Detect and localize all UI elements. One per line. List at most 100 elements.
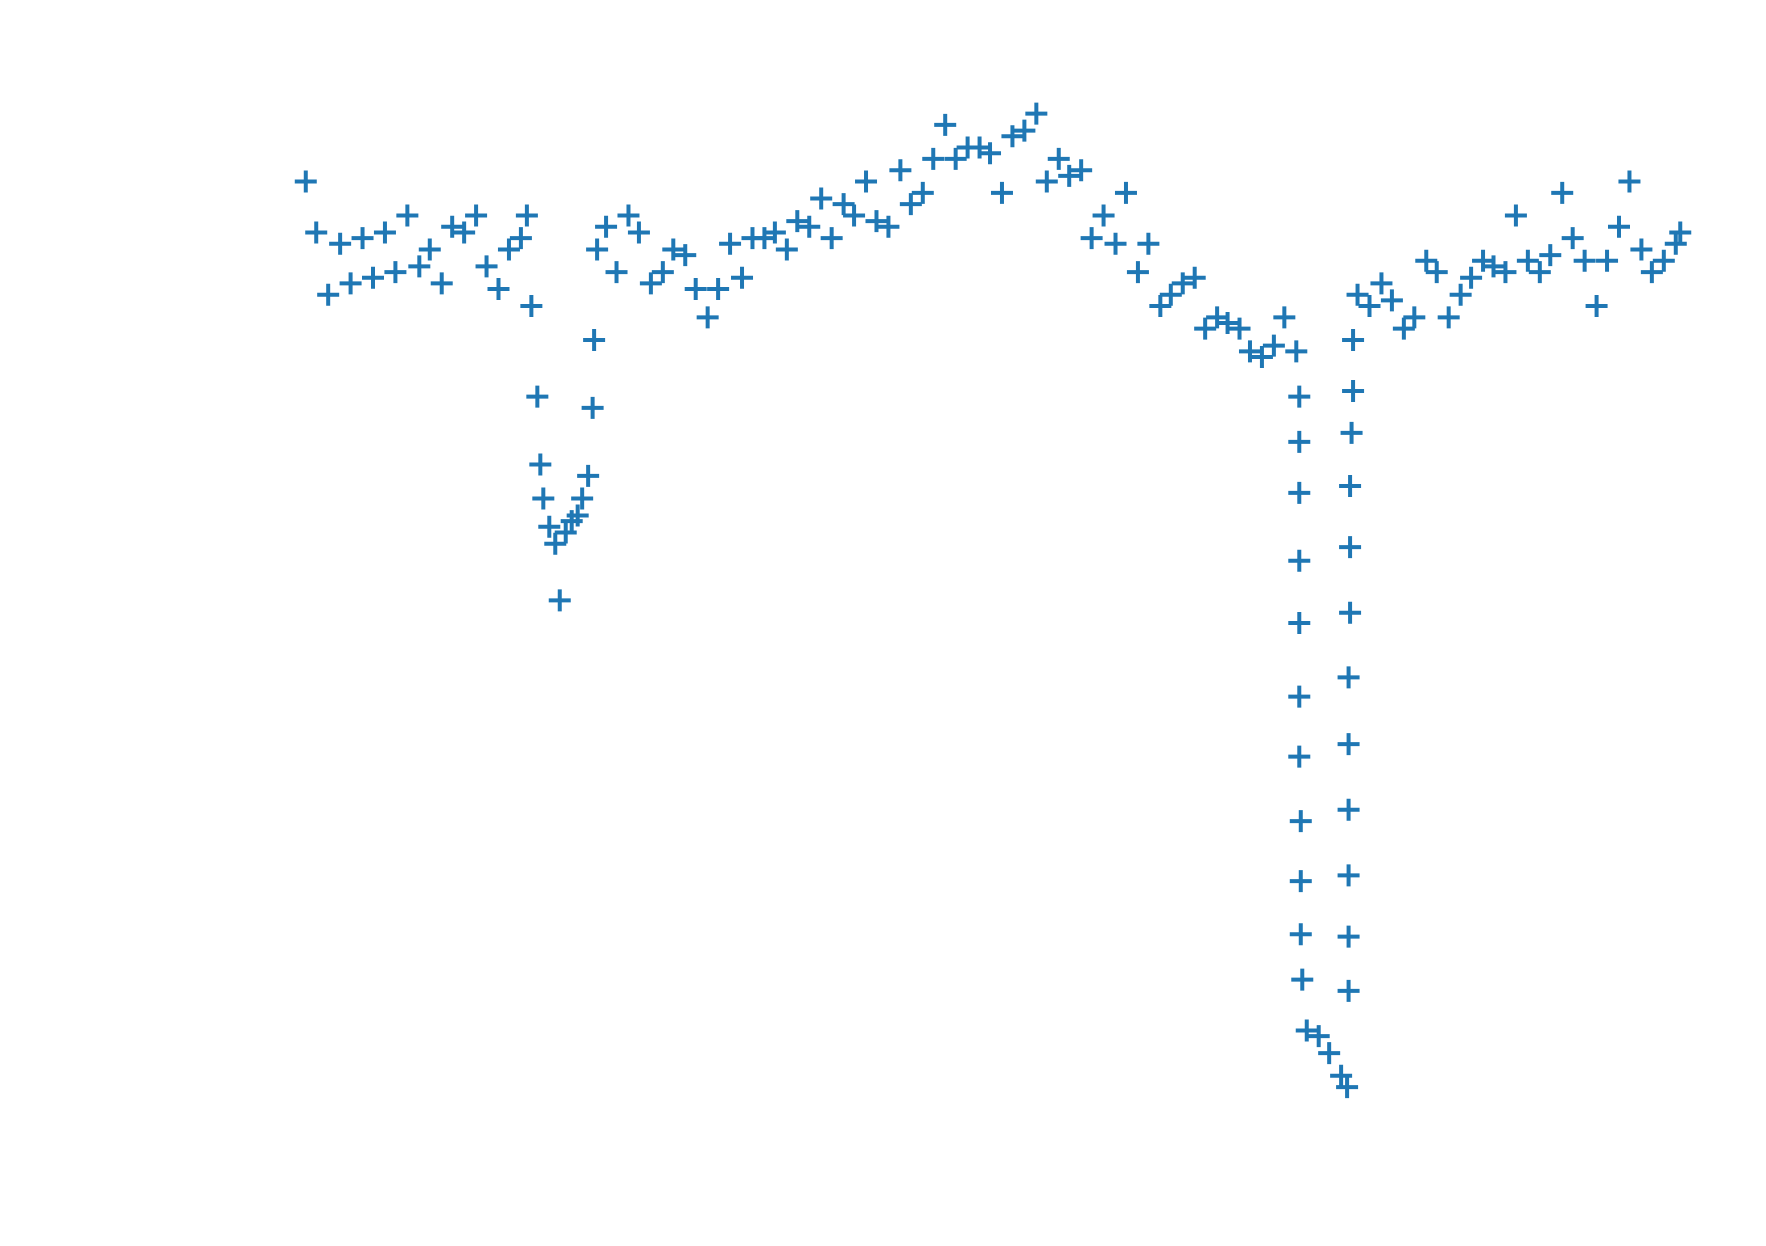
data-point	[1652, 249, 1675, 272]
data-point	[855, 170, 878, 193]
data-point	[968, 136, 991, 159]
data-point	[1337, 666, 1360, 689]
data-point	[497, 238, 520, 261]
data-point	[617, 204, 640, 227]
data-point	[1126, 261, 1149, 284]
data-point	[509, 227, 532, 250]
data-point	[1047, 147, 1070, 170]
data-point	[351, 227, 374, 250]
data-point	[1137, 232, 1160, 255]
data-point	[1358, 295, 1381, 318]
data-point	[1669, 221, 1692, 244]
data-point	[820, 227, 843, 250]
data-point	[1449, 283, 1472, 306]
data-point	[763, 221, 786, 244]
data-point	[1092, 204, 1115, 227]
data-point	[1494, 261, 1517, 284]
data-point	[1238, 340, 1261, 363]
data-point	[1337, 979, 1360, 1002]
data-point	[1288, 549, 1311, 572]
data-point	[707, 278, 730, 301]
data-point	[1035, 170, 1058, 193]
data-point	[1380, 289, 1403, 312]
data-point	[843, 204, 866, 227]
data-point	[317, 283, 340, 306]
data-point	[373, 221, 396, 244]
data-point	[441, 215, 464, 238]
data-point	[329, 232, 352, 255]
data-point	[684, 278, 707, 301]
data-point	[1307, 1025, 1330, 1048]
data-point	[294, 170, 317, 193]
data-point	[889, 159, 912, 182]
data-point	[339, 272, 362, 295]
data-point	[1318, 1042, 1341, 1065]
data-point	[396, 204, 419, 227]
data-point	[583, 329, 606, 351]
data-point	[1342, 329, 1365, 351]
data-point	[1289, 923, 1312, 946]
data-point	[731, 266, 754, 289]
data-point	[453, 221, 476, 244]
data-point	[1596, 249, 1619, 272]
data-point	[1288, 385, 1311, 408]
data-point	[1070, 159, 1093, 182]
data-point	[877, 215, 900, 238]
data-point	[475, 255, 498, 278]
data-point	[1285, 340, 1308, 363]
data-point	[515, 204, 538, 227]
data-point	[934, 113, 957, 136]
data-point	[1337, 733, 1360, 756]
data-point	[979, 142, 1002, 165]
data-point	[1528, 261, 1551, 284]
data-point	[1104, 232, 1127, 255]
data-point	[1630, 238, 1653, 261]
data-point	[786, 210, 809, 233]
data-point	[651, 261, 674, 284]
data-point	[1058, 164, 1081, 187]
data-point	[566, 504, 589, 527]
data-point	[1425, 261, 1448, 284]
data-point	[487, 278, 510, 301]
data-point	[571, 487, 594, 510]
data-point	[1289, 870, 1312, 893]
data-point	[1403, 306, 1426, 329]
data-point	[362, 266, 385, 289]
data-point	[544, 532, 567, 555]
data-point	[1288, 481, 1311, 504]
data-point	[911, 181, 934, 204]
data-point	[1025, 102, 1048, 125]
data-point	[586, 238, 609, 261]
data-point	[605, 261, 628, 284]
data-point	[1171, 272, 1194, 295]
data-point	[1516, 249, 1539, 272]
data-point	[1206, 306, 1229, 329]
data-point	[1551, 181, 1574, 204]
data-point	[719, 232, 742, 255]
data-point	[674, 244, 697, 267]
data-point	[1346, 283, 1369, 306]
data-point	[520, 295, 543, 318]
data-point	[408, 255, 431, 278]
data-point	[1080, 227, 1103, 250]
data-point	[798, 215, 821, 238]
data-point	[1288, 430, 1311, 453]
data-point	[1149, 295, 1172, 318]
data-point	[1273, 306, 1296, 329]
data-point	[538, 515, 561, 538]
data-point	[627, 221, 650, 244]
data-point	[1288, 745, 1311, 768]
data-point	[1339, 536, 1362, 559]
data-point	[526, 385, 549, 408]
data-point	[1392, 317, 1415, 340]
data-point	[810, 187, 833, 210]
data-point	[1340, 421, 1363, 444]
data-point	[639, 272, 662, 295]
data-point	[1262, 334, 1285, 357]
data-point	[1370, 272, 1393, 295]
data-point	[1330, 1064, 1353, 1087]
data-point	[1001, 125, 1024, 148]
data-point	[1415, 249, 1438, 272]
data-point	[581, 396, 604, 419]
